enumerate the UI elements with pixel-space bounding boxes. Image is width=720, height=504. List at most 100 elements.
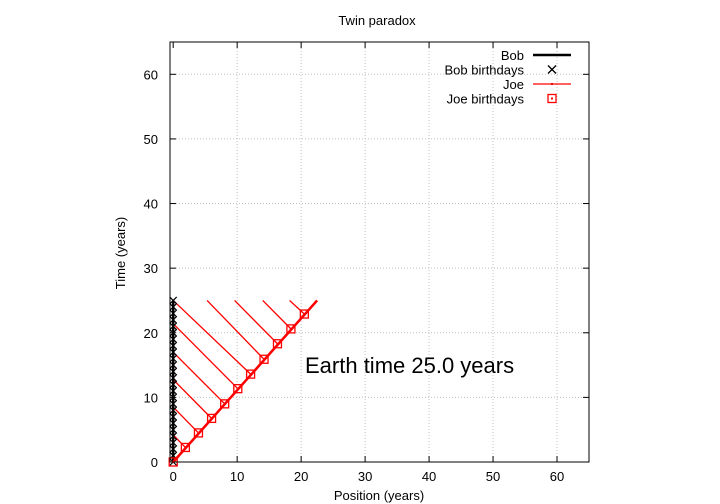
bob-birthday-marker [169, 412, 178, 421]
cross-stroke [169, 302, 178, 311]
cross-stroke [169, 322, 178, 331]
bob-birthday-marker [169, 361, 178, 370]
light-signal-lines [172, 299, 305, 448]
cross-stroke [169, 354, 178, 363]
bob-birthday-marker [169, 328, 178, 337]
x-axis-title: Position (years) [334, 488, 424, 503]
cross-stroke [169, 438, 178, 447]
bob-birthday-marker [169, 322, 178, 331]
joe-birthday-marker-dot [184, 446, 187, 449]
chart-title: Twin paradox [338, 13, 416, 28]
y-tick-label: 0 [151, 455, 158, 470]
bob-birthday-marker [169, 438, 178, 447]
cross-stroke [169, 386, 178, 395]
cross-stroke [169, 309, 178, 318]
light-signal-line [172, 434, 186, 448]
joe-birthday-marker [286, 324, 296, 334]
legend-swatch-square [547, 93, 557, 104]
joe-birthday-marker-dot [197, 431, 200, 434]
cross-stroke [169, 445, 178, 454]
x-tick-label: 10 [230, 469, 244, 484]
bob-birthday-marker [169, 374, 178, 382]
joe-birthday-marker-dot [289, 327, 292, 330]
cross-stroke [169, 425, 178, 434]
legend-swatch-cross [547, 65, 557, 74]
joe-worldline [172, 299, 319, 463]
cross-stroke [169, 367, 178, 376]
cross-stroke [169, 419, 178, 428]
cross-stroke [169, 399, 178, 408]
joe-birthday-marker [272, 339, 283, 349]
light-signal-line [206, 300, 265, 360]
bob-birthday-marker [169, 399, 178, 408]
x-tick-label: 0 [170, 469, 177, 484]
light-signal-line [172, 323, 239, 390]
legend-label: Bob [501, 48, 524, 63]
bob-birthday-marker [169, 380, 178, 389]
cross-stroke [169, 335, 178, 344]
joe-birthday-marker-dot [303, 313, 306, 316]
grid-lines [170, 42, 589, 462]
joe-birthday-marker-dot [210, 417, 213, 420]
joe-birthday-marker-dot [236, 387, 239, 390]
axis-ticks: 0 10 20 30 40 50 60 0 10 20 30 40 50 60 [144, 42, 589, 484]
bob-birthday-marker [169, 296, 178, 305]
x-tick-label: 30 [358, 469, 372, 484]
light-signal-line [262, 300, 292, 330]
y-tick-label: 50 [144, 132, 158, 147]
cross-stroke [169, 348, 178, 357]
bob-birthday-marker [169, 341, 178, 350]
bob-birthday-marker [169, 335, 178, 344]
cross-stroke [169, 341, 178, 350]
bob-birthday-marker [169, 419, 178, 428]
light-signal-line [289, 299, 305, 315]
cross-stroke [169, 380, 178, 389]
bob-birthday-marker [169, 406, 178, 415]
bob-birthday-marker [169, 367, 178, 376]
joe-birthday-marker-dot [276, 342, 279, 345]
cross-stroke [169, 374, 178, 382]
x-tick-label: 20 [294, 469, 308, 484]
y-tick-label: 40 [144, 197, 158, 212]
joe-birthday-marker-dot [223, 402, 226, 405]
joe-birthday-marker [220, 399, 230, 409]
light-signal-line [172, 299, 252, 375]
cross-stroke [169, 328, 178, 337]
legend-label: Joe birthdays [447, 92, 525, 107]
bob-birthday-marker [169, 445, 178, 454]
cross-stroke [169, 361, 178, 370]
joe-birthday-marker [233, 384, 243, 394]
joe-birthday-marker [206, 413, 217, 424]
joe-birthday-marker [245, 369, 256, 379]
cross-stroke [169, 412, 178, 421]
light-signal-line [172, 379, 213, 419]
legend-label: Joe [503, 77, 524, 92]
x-tick-label: 50 [486, 469, 500, 484]
y-tick-label: 30 [144, 261, 158, 276]
y-axis-title: Time (years) [113, 217, 128, 289]
cross-stroke [169, 406, 178, 415]
bob-birthday-marker [169, 302, 178, 311]
x-tick-label: 60 [550, 469, 564, 484]
x-tick-label: 40 [422, 469, 436, 484]
plot-frame [169, 41, 590, 463]
bob-birthday-marker [169, 354, 178, 363]
y-tick-label: 20 [144, 326, 158, 341]
cross-stroke [169, 393, 178, 402]
light-signal-line [234, 300, 278, 345]
series-layer [168, 296, 319, 467]
legend-swatch-joe-dot [551, 83, 553, 85]
earth-time-annotation: Earth time 25.0 years [305, 353, 514, 378]
joe-birthday-marker-dot [263, 358, 266, 361]
bob-birthday-marker [169, 348, 178, 357]
joe-birthday-marker [193, 428, 204, 438]
joe-birthday-marker-dot [249, 373, 252, 376]
y-tick-label: 10 [144, 390, 158, 405]
cross-stroke [169, 296, 178, 305]
bob-birthday-marker [169, 386, 178, 395]
cross-stroke [169, 315, 178, 324]
bob-birthday-marker [169, 432, 178, 441]
joe-birthday-marker [259, 354, 269, 364]
